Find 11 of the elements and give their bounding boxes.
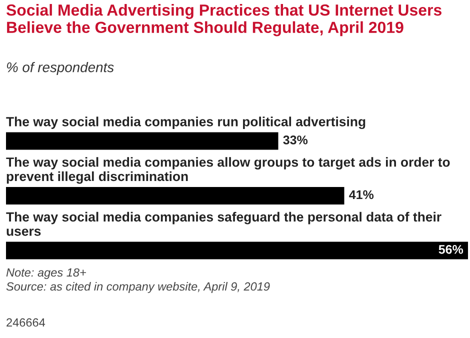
data-label: 41% (349, 190, 374, 200)
chart-subtitle: % of respondents (6, 62, 114, 75)
data-label: 33% (283, 136, 308, 144)
source-note: Source: as cited in company website, April 9, 2019 (6, 282, 270, 294)
y-tick-label: The way social media companies run political advertising (6, 116, 366, 130)
data-label: 56% (438, 245, 464, 254)
chart-title: Social Media Advertising Practices that US Internet Users Believe the Government Should Regulate, April 2019 (6, 4, 442, 36)
y-tick-label: The way social media companies safeguard the personal data of their users (6, 212, 442, 236)
annotation: Note: ages 18+ (6, 268, 86, 280)
y-tick-label: The way social media companies allow groups to target ads in order to prevent illegal discrimination (6, 157, 450, 184)
text: 246664 (6, 318, 46, 327)
